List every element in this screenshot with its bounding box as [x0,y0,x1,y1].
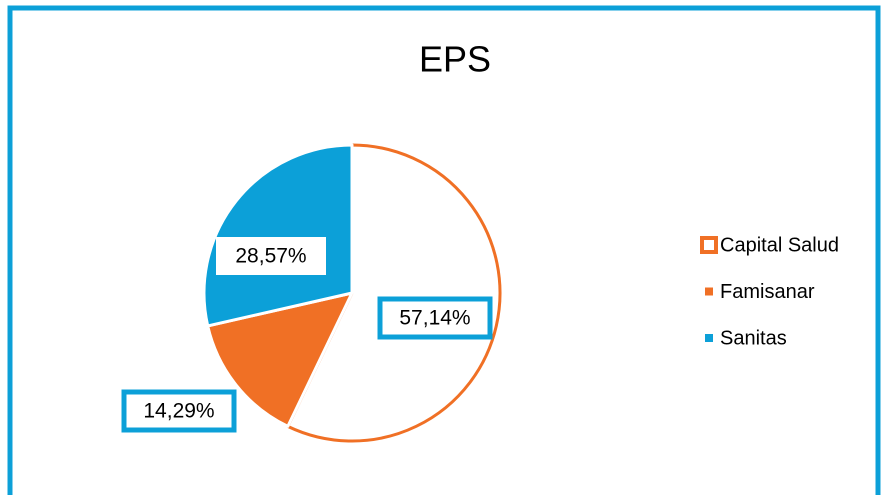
legend-label: Famisanar [720,281,815,303]
legend-label: Sanitas [720,327,787,349]
data-label: 57,14% [399,307,470,330]
data-label-box [377,296,493,340]
data-label-box [121,389,237,433]
pie-slice [202,143,354,328]
chart-title: EPS [419,39,491,80]
data-label: 28,57% [235,245,306,268]
data-label: 14,29% [143,400,214,423]
chart-frame [7,5,881,495]
legend-marker [700,236,718,254]
legend-marker [705,334,713,342]
pie-slice [206,291,354,428]
pie-slice [286,143,502,443]
legend-marker [705,287,713,296]
legend-label: Capital Salud [720,234,839,256]
data-label-box [216,237,326,275]
